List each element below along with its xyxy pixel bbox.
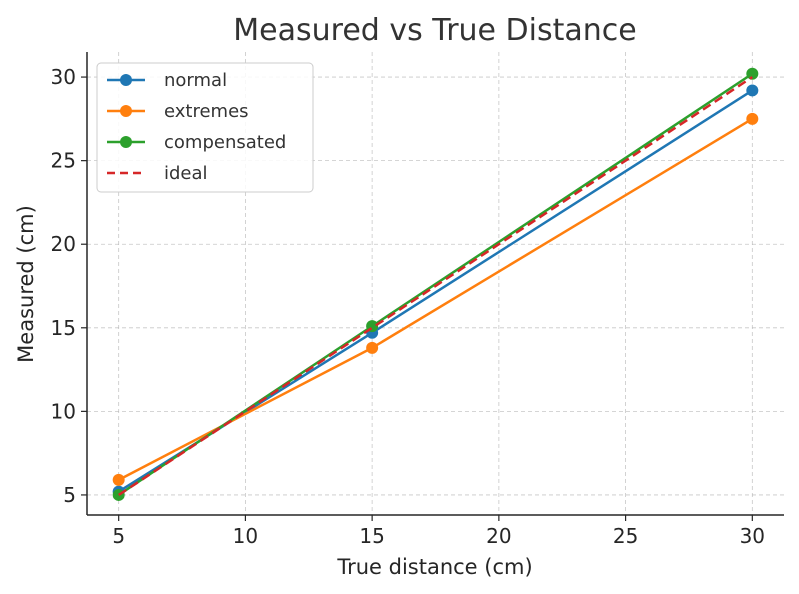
point-compensated: [746, 67, 759, 80]
legend-label-ideal: ideal: [164, 163, 208, 184]
series-layer: [112, 67, 759, 501]
legend-label-extremes: extremes: [164, 101, 249, 122]
y-tick-label: 25: [51, 149, 76, 173]
legend-marker-normal: [120, 74, 132, 86]
y-tick-label: 20: [51, 232, 76, 256]
x-tick-label: 25: [613, 524, 638, 548]
x-tick-label: 15: [359, 524, 384, 548]
axes: 5 10 15 20 25 30 5 10 15 20 25 30: [51, 52, 784, 548]
legend-box: [96, 62, 314, 193]
y-tick-label: 15: [51, 316, 76, 340]
legend-marker-extremes: [120, 105, 132, 117]
x-tick-label: 10: [233, 524, 258, 548]
legend-marker-compensated: [120, 136, 132, 148]
legend: normal extremes compensated ideal: [96, 62, 314, 193]
point-normal: [746, 84, 759, 97]
y-tick-label: 5: [63, 483, 76, 507]
x-axis-label: True distance (cm): [336, 555, 532, 579]
y-tick-label: 10: [51, 399, 76, 423]
legend-label-normal: normal: [164, 70, 227, 91]
y-tick-label: 30: [51, 65, 76, 89]
y-axis-label: Measured (cm): [14, 205, 38, 363]
series-line-ideal: [117, 76, 754, 496]
x-tick-label: 20: [486, 524, 511, 548]
chart-title: Measured vs True Distance: [233, 13, 636, 48]
x-tick-label: 30: [740, 524, 765, 548]
point-extremes: [746, 112, 759, 125]
point-extremes: [112, 473, 125, 486]
point-extremes: [366, 341, 379, 354]
legend-label-compensated: compensated: [164, 132, 286, 153]
x-tick-label: 5: [112, 524, 125, 548]
